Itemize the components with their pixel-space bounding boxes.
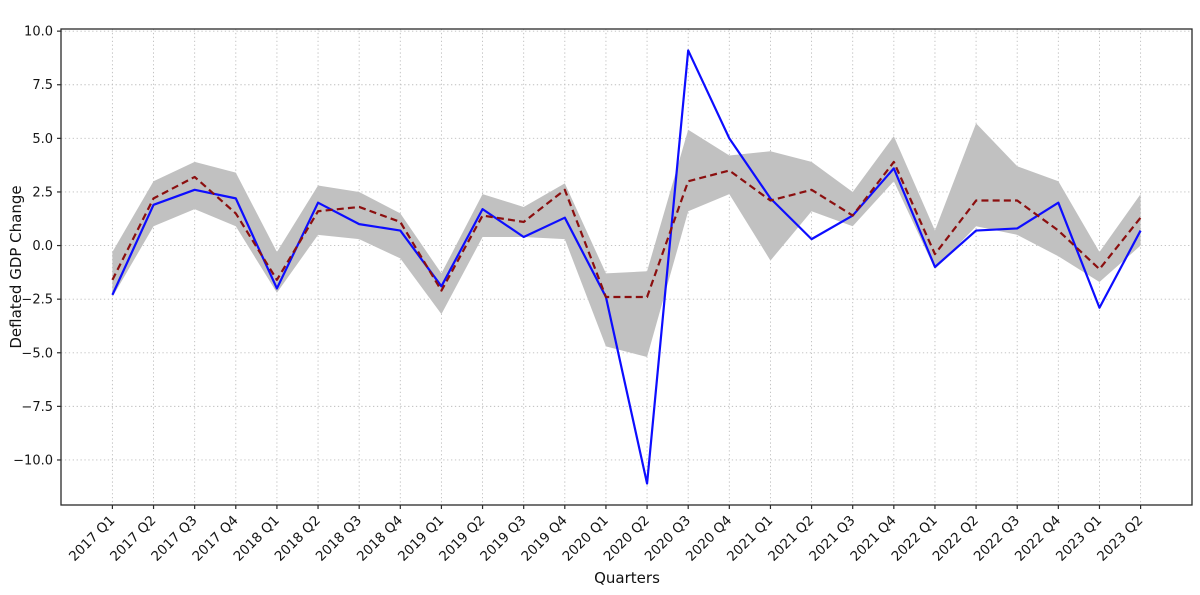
y-tick-label: 2.5 [32,185,53,200]
y-tick-label: −7.5 [21,400,53,415]
plot-background [61,29,1192,505]
y-tick-label: 0.0 [32,239,53,254]
x-tick-label: 2023 Q2 [1094,513,1146,565]
y-tick-label: 5.0 [32,132,53,147]
y-tick-label: 10.0 [24,25,53,40]
plot-frame [60,28,1193,506]
y-tick-label: −2.5 [21,293,53,308]
y-tick-label: −10.0 [13,453,53,468]
y-axis-title: Deflated GDP Change [7,185,25,349]
actual-gdp-change-line [111,49,1142,485]
y-tick-label: −5.0 [21,346,53,361]
forecast-gdp-change-line [111,160,1142,299]
y-tick-label: 7.5 [32,78,53,93]
x-axis-title: Quarters [594,569,660,587]
